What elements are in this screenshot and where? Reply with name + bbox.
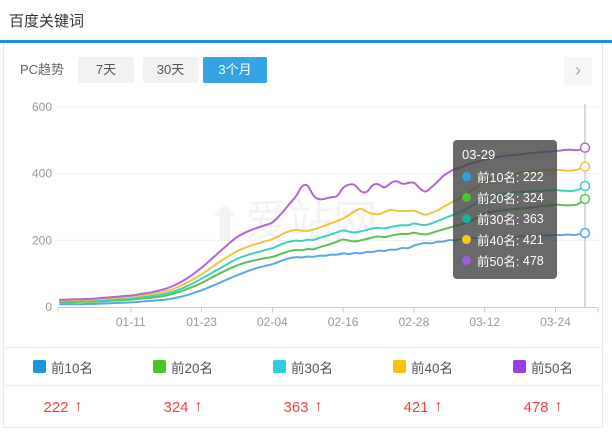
page-title: 百度关键词	[9, 13, 85, 30]
svg-text:03-24: 03-24	[540, 315, 571, 329]
svg-text:03-12: 03-12	[469, 315, 500, 329]
tab-7-days[interactable]: 7天	[78, 57, 134, 83]
divider	[3, 347, 603, 348]
svg-text:01-23: 01-23	[186, 315, 217, 329]
svg-text:02-04: 02-04	[257, 315, 288, 329]
summary-values: 222 ↑ 324 ↑ 363 ↑ 421 ↑ 478 ↑	[3, 386, 603, 428]
divider	[3, 385, 603, 386]
tab-30-days[interactable]: 30天	[143, 57, 198, 83]
tooltip-row: 前20名: 324	[462, 187, 548, 208]
series-dot-icon	[462, 235, 471, 244]
tooltip-value: 421	[522, 232, 544, 247]
summary-top20: 324 ↑	[123, 386, 243, 428]
tooltip-row: 前40名: 421	[462, 229, 548, 250]
summary-value: 363	[283, 398, 309, 416]
series-dot-icon	[462, 193, 471, 202]
tooltip-label: 前50名:	[477, 255, 520, 269]
chevron-right-icon[interactable]: ›	[564, 57, 592, 85]
tooltip-row: 前30名: 363	[462, 208, 548, 229]
summary-top40: 421 ↑	[363, 386, 483, 428]
chart-tooltip: 03-29 前10名: 222 前20名: 324 前30名: 363 前40名…	[453, 140, 557, 279]
tooltip-row: 前10名: 222	[462, 166, 548, 187]
pc-trend-label: PC趋势	[20, 62, 65, 77]
legend-label: 前40名	[410, 360, 454, 376]
legend-item-top50[interactable]: 前50名	[483, 348, 603, 385]
up-arrow-icon: ↑	[314, 398, 323, 415]
svg-text:400: 400	[32, 167, 52, 181]
svg-text:02-28: 02-28	[399, 315, 430, 329]
tab-3-months[interactable]: 3个月	[203, 57, 267, 83]
legend-item-top30[interactable]: 前30名	[243, 348, 363, 385]
series-dot-icon	[462, 256, 471, 265]
legend-item-top40[interactable]: 前40名	[363, 348, 483, 385]
legend-swatch-icon	[152, 360, 166, 373]
legend-swatch-icon	[272, 360, 286, 373]
svg-text:02-16: 02-16	[328, 315, 359, 329]
summary-value: 421	[403, 398, 429, 416]
legend-label: 前20名	[170, 360, 214, 376]
tooltip-label: 前30名:	[477, 213, 520, 227]
legend-swatch-icon	[512, 360, 526, 373]
up-arrow-icon: ↑	[554, 398, 563, 415]
tooltip-label: 前40名:	[477, 234, 520, 248]
tooltip-value: 478	[522, 253, 544, 268]
legend-swatch-icon	[392, 360, 406, 373]
svg-text:600: 600	[32, 100, 52, 114]
tooltip-value: 363	[522, 211, 544, 226]
legend-item-top20[interactable]: 前20名	[123, 348, 243, 385]
title-underline	[0, 40, 612, 43]
up-arrow-icon: ↑	[194, 398, 203, 415]
legend-swatch-icon	[32, 360, 46, 373]
legend-label: 前10名	[50, 360, 94, 376]
up-arrow-icon: ↑	[434, 398, 443, 415]
legend-label: 前50名	[530, 360, 574, 376]
svg-text:200: 200	[32, 233, 52, 247]
legend-item-top10[interactable]: 前10名	[3, 348, 123, 385]
tooltip-label: 前10名:	[477, 171, 520, 185]
summary-top10: 222 ↑	[3, 386, 123, 428]
up-arrow-icon: ↑	[74, 398, 83, 415]
summary-top30: 363 ↑	[243, 386, 363, 428]
trend-chart[interactable]: ⬆爱站网 020040060001-1101-2302-0402-1602-28…	[0, 90, 612, 342]
summary-value: 478	[523, 398, 549, 416]
legend-label: 前30名	[290, 360, 334, 376]
summary-value: 324	[163, 398, 189, 416]
series-dot-icon	[462, 172, 471, 181]
tooltip-label: 前20名:	[477, 192, 520, 206]
tooltip-date: 03-29	[462, 147, 496, 162]
tooltip-value: 222	[522, 169, 544, 184]
summary-value: 222	[43, 398, 69, 416]
tooltip-value: 324	[522, 190, 544, 205]
tooltip-row: 前50名: 478	[462, 250, 548, 271]
svg-text:0: 0	[45, 300, 52, 314]
series-dot-icon	[462, 214, 471, 223]
summary-top50: 478 ↑	[483, 386, 603, 428]
svg-text:01-11: 01-11	[116, 315, 146, 329]
chart-legend: 前10名 前20名 前30名 前40名 前50名	[3, 348, 603, 385]
